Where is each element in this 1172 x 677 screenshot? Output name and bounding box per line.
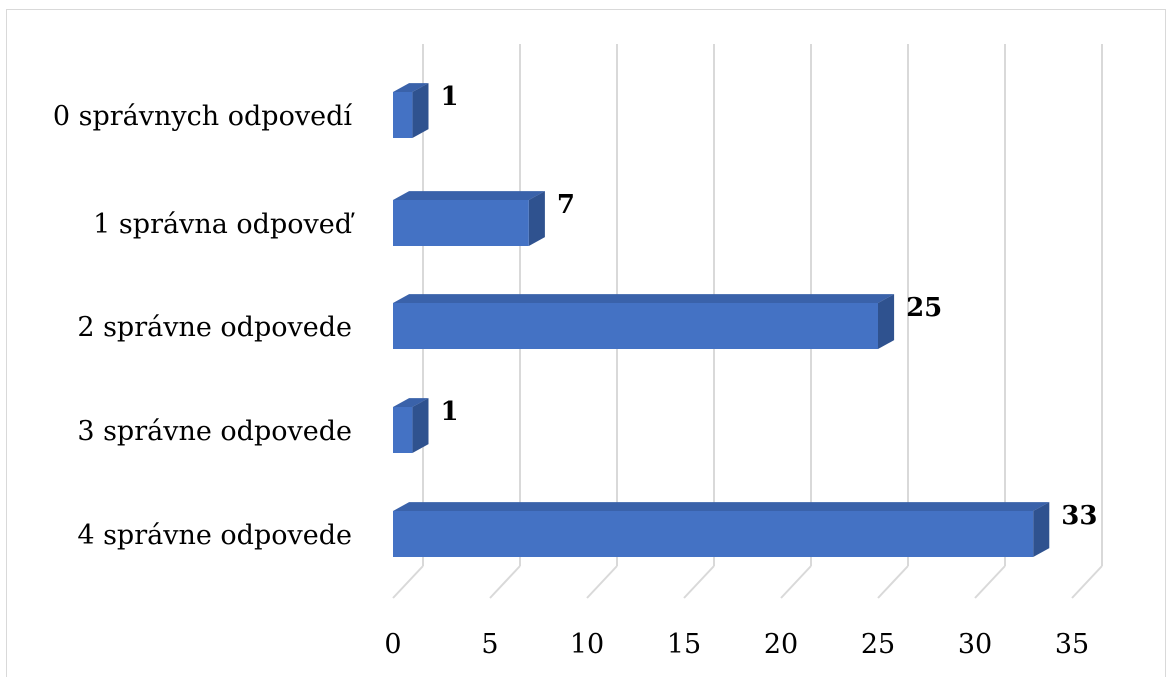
bar-side-face [1033, 502, 1050, 557]
data-label: 25 [906, 293, 942, 323]
bar-side-face [528, 191, 545, 246]
bar-top-face [393, 398, 429, 407]
bar [393, 294, 895, 349]
x-tick-label: 5 [481, 629, 498, 660]
bar [393, 502, 1050, 557]
bar-front-face [393, 303, 878, 349]
floor-line [1071, 565, 1103, 599]
category-label: 0 správnych odpovedí [53, 101, 352, 132]
bar-front-face [393, 92, 413, 138]
labels-layer: 0 5 10 15 20 25 30 35 1 0 správnych odpovedí 7 1 sp… [53, 82, 1098, 660]
bar [393, 398, 429, 453]
category-label: 1 správna odpoveď [93, 209, 355, 240]
floor-layer [392, 565, 1103, 599]
bar-front-face [393, 511, 1034, 557]
category-label: 2 správne odpovede [77, 312, 352, 343]
bar-top-face [393, 83, 429, 92]
x-tick-label: 10 [570, 629, 604, 660]
bar-side-face [412, 398, 429, 453]
floor-line [489, 565, 521, 599]
bar [393, 83, 429, 138]
bar-top-face [393, 502, 1050, 511]
x-tick-label: 15 [667, 629, 701, 660]
x-tick-label: 25 [861, 629, 895, 660]
floor-line [392, 565, 424, 599]
bar [393, 191, 545, 246]
floor-line [877, 565, 909, 599]
bar-side-face [878, 294, 895, 349]
data-label: 1 [441, 82, 459, 112]
floor-line [586, 565, 618, 599]
x-tick-label: 0 [384, 629, 401, 660]
bar-top-face [393, 294, 895, 303]
bar-top-face [393, 191, 545, 200]
x-tick-label: 35 [1055, 629, 1089, 660]
data-label: 1 [441, 397, 459, 427]
x-tick-label: 30 [958, 629, 992, 660]
bar-front-face [393, 200, 529, 246]
bar-front-face [393, 407, 413, 453]
floor-line [683, 565, 715, 599]
data-label: 33 [1061, 501, 1097, 531]
category-label: 4 správne odpovede [77, 520, 352, 551]
bar-side-face [412, 83, 429, 138]
floor-line [974, 565, 1006, 599]
bars-layer [393, 83, 1050, 557]
x-tick-label: 20 [764, 629, 798, 660]
data-label: 7 [557, 190, 575, 220]
floor-line [780, 565, 812, 599]
category-label: 3 správne odpovede [77, 416, 352, 447]
